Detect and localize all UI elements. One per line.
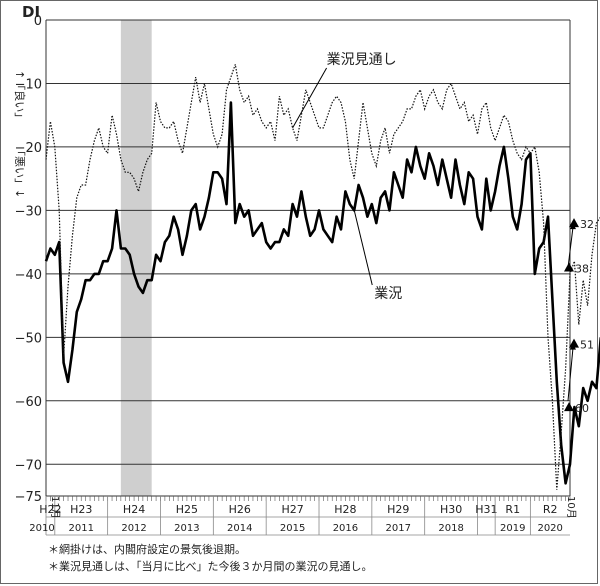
value-marker-38 xyxy=(564,262,574,272)
y-tick-label: −50 xyxy=(15,331,42,346)
x-first-month-label: 11月 xyxy=(49,496,61,519)
footnote-shading: ＊網掛けは、内閣府設定の景気後退期。 xyxy=(48,543,246,556)
y-axis-label: DI xyxy=(22,3,40,21)
year-label: 2011 xyxy=(69,523,94,534)
business-forecast-arrow xyxy=(567,347,574,401)
y-down-label: 「悪い」↓ xyxy=(13,145,26,198)
x-last-month-label: 10月 xyxy=(565,496,577,519)
year-label: 2014 xyxy=(227,523,252,534)
business-di-line xyxy=(44,101,600,485)
year-label: 2018 xyxy=(438,523,463,534)
y-tick-label: 0 xyxy=(34,14,42,29)
y-tick-label: −20 xyxy=(15,141,42,156)
year-label: 2010 xyxy=(29,523,54,534)
era-label: H29 xyxy=(387,503,409,516)
value-label-32: 32 xyxy=(580,218,594,231)
era-label: H22 xyxy=(39,503,61,516)
outlook-di-line xyxy=(45,64,600,490)
era-label: R1 xyxy=(505,503,520,516)
y-tick-label: −40 xyxy=(15,268,42,283)
era-label: H23 xyxy=(70,503,92,516)
business-leader-line xyxy=(353,210,373,286)
outlook-leader-line xyxy=(292,67,328,129)
footnote-outlook: ＊業況見通しは、「当月に比べ」た今後３か月間の業況の見通し。 xyxy=(48,560,373,573)
outlook-series-label: 業況見通し xyxy=(327,52,397,68)
y-tick-label: −75 xyxy=(15,490,42,505)
value-marker-32 xyxy=(569,218,579,228)
year-label: 2013 xyxy=(174,523,199,534)
year-label: 2017 xyxy=(386,523,411,534)
value-marker-60 xyxy=(564,402,574,412)
value-label-38: 38 xyxy=(575,263,589,276)
y-tick-label: −60 xyxy=(15,395,42,410)
series-lines xyxy=(44,64,600,490)
value-marker-51 xyxy=(569,338,579,348)
year-label: 2015 xyxy=(280,523,305,534)
x-axis: H22 2010 H23 2011 H24 2012 H25 2013 H26 2014 H27 20… xyxy=(29,495,571,536)
y-tick-label: −30 xyxy=(15,204,42,219)
outlook-forecast-arrow xyxy=(567,227,574,268)
era-label: H24 xyxy=(123,503,145,516)
y-axis-ticks: 0 −10 −20 −30 −40 −50 −60 −70 −75 xyxy=(15,14,42,505)
y-up-label: ↑「良い」 xyxy=(13,70,27,123)
year-label: 2012 xyxy=(121,523,146,534)
y-tick-label: −70 xyxy=(15,458,42,473)
value-label-60: 60 xyxy=(575,402,589,415)
year-label: 2019 xyxy=(500,523,525,534)
era-label: H27 xyxy=(281,503,303,516)
year-label: 2016 xyxy=(333,523,358,534)
era-label: H30 xyxy=(440,503,462,516)
era-label: R2 xyxy=(543,503,558,516)
era-label: H25 xyxy=(176,503,198,516)
business-series-label: 業況 xyxy=(374,286,402,302)
recession-shading xyxy=(120,20,152,496)
y-tick-label: −10 xyxy=(15,77,42,92)
era-label: H26 xyxy=(229,503,251,516)
value-label-51: 51 xyxy=(580,339,594,352)
era-label: H28 xyxy=(334,503,356,516)
era-label: H31 xyxy=(475,503,497,516)
year-label: 2020 xyxy=(537,523,562,534)
